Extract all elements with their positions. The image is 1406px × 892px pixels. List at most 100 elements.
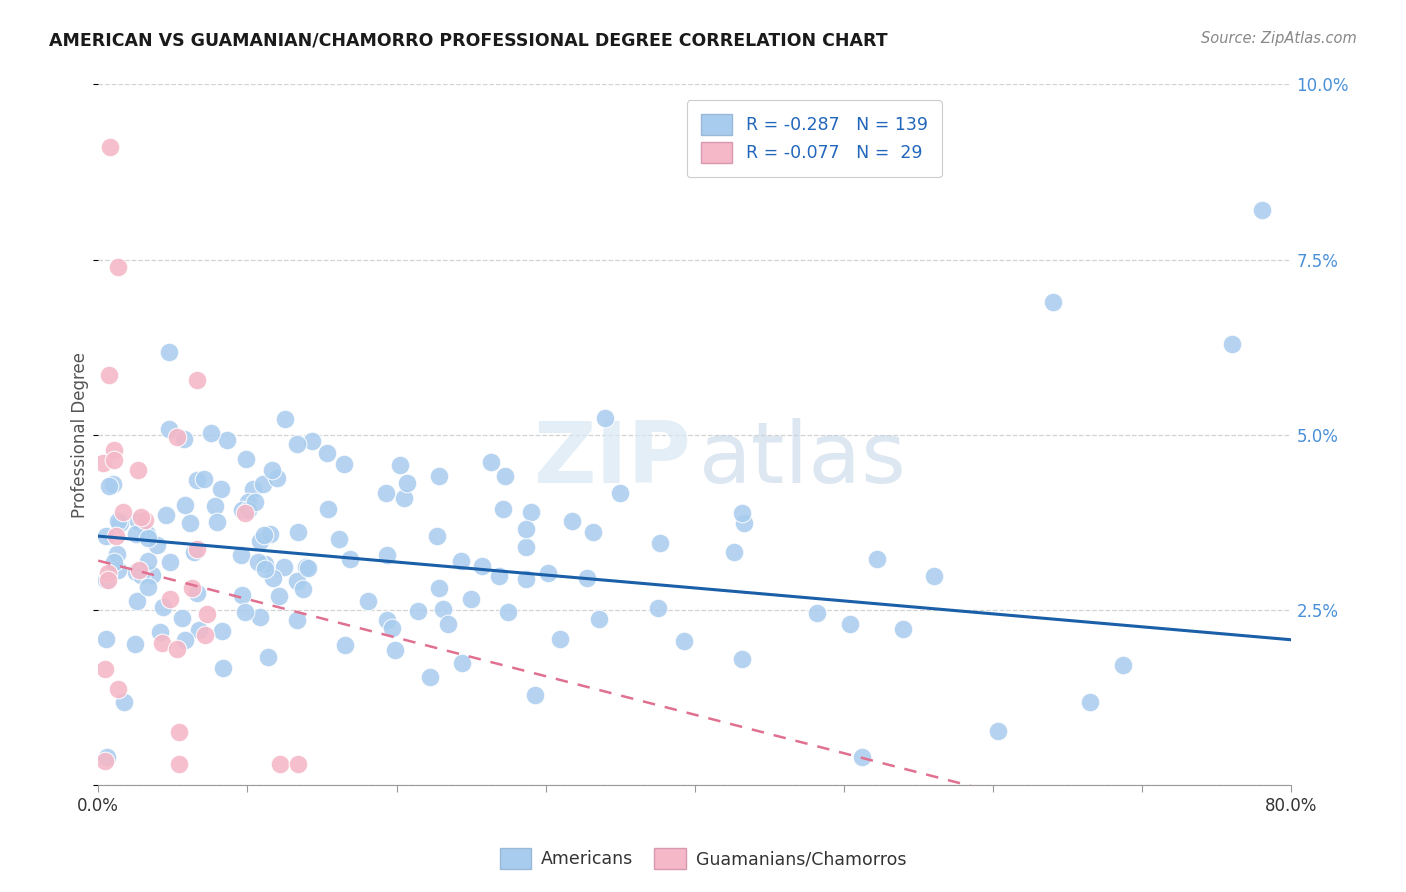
Point [515,572,537,586]
Text: atlas: atlas [699,417,907,500]
Point [107,514,129,528]
Point [333,638,356,652]
Point [269,756,291,771]
Point [136,532,159,546]
Point [384,643,406,657]
Point [186,542,208,557]
Point [166,641,188,656]
Point [103,453,125,467]
Point [174,632,197,647]
Point [186,373,208,387]
Point [515,540,537,554]
Point [103,555,125,569]
Point [256,649,278,664]
Point [135,527,157,541]
Point [188,623,211,637]
Point [287,524,309,539]
Point [124,637,146,651]
Point [733,516,755,530]
Point [357,593,380,607]
Point [273,560,295,574]
Point [262,571,284,585]
Point [450,656,472,670]
Point [149,625,172,640]
Point [987,724,1010,739]
Point [285,574,308,589]
Point [419,670,441,684]
Point [647,600,669,615]
Point [101,477,124,491]
Point [94,573,117,587]
Point [333,457,356,471]
Point [731,506,754,520]
Point [186,473,208,487]
Point [496,606,519,620]
Point [246,555,269,569]
Point [582,524,605,539]
Point [524,688,547,702]
Point [179,516,201,531]
Text: AMERICAN VS GUAMANIAN/CHAMORRO PROFESSIONAL DEGREE CORRELATION CHART: AMERICAN VS GUAMANIAN/CHAMORRO PROFESSIO… [49,31,887,49]
Point [215,433,238,447]
Point [231,503,253,517]
Point [316,502,339,516]
Point [254,557,277,571]
Point [94,528,117,542]
Point [181,582,204,596]
Point [259,527,281,541]
Point [254,562,277,576]
Point [242,482,264,496]
Point [231,588,253,602]
Point [103,442,125,457]
Point [723,545,745,559]
Point [183,544,205,558]
Point [125,566,148,580]
Point [806,606,828,620]
Point [211,624,233,639]
Point [91,456,114,470]
Point [173,432,195,446]
Point [432,602,454,616]
Point [488,568,510,582]
Point [297,561,319,575]
Point [127,514,149,528]
Point [212,661,235,675]
Point [104,529,127,543]
Point [260,463,283,477]
Point [167,756,190,771]
Point [96,749,118,764]
Point [1042,294,1064,309]
Point [107,260,129,274]
Point [94,632,117,647]
Point [1078,695,1101,709]
Point [194,628,217,642]
Point [98,479,121,493]
Point [866,552,889,566]
Point [136,580,159,594]
Point [375,548,398,562]
Point [167,724,190,739]
Point [291,582,314,596]
Point [575,571,598,585]
Point [395,476,418,491]
Point [195,607,218,621]
Point [129,567,152,582]
Point [295,559,318,574]
Point [609,486,631,500]
Text: Source: ZipAtlas.com: Source: ZipAtlas.com [1201,31,1357,46]
Point [274,411,297,425]
Point [233,506,256,520]
Point [491,502,513,516]
Point [471,558,494,573]
Point [315,446,337,460]
Point [94,662,117,676]
Point [157,345,180,359]
Text: ZIP: ZIP [533,417,692,500]
Point [125,526,148,541]
Point [157,422,180,436]
Point [252,477,274,491]
Point [112,505,135,519]
Point [339,551,361,566]
Point [388,458,411,472]
Point [731,652,754,666]
